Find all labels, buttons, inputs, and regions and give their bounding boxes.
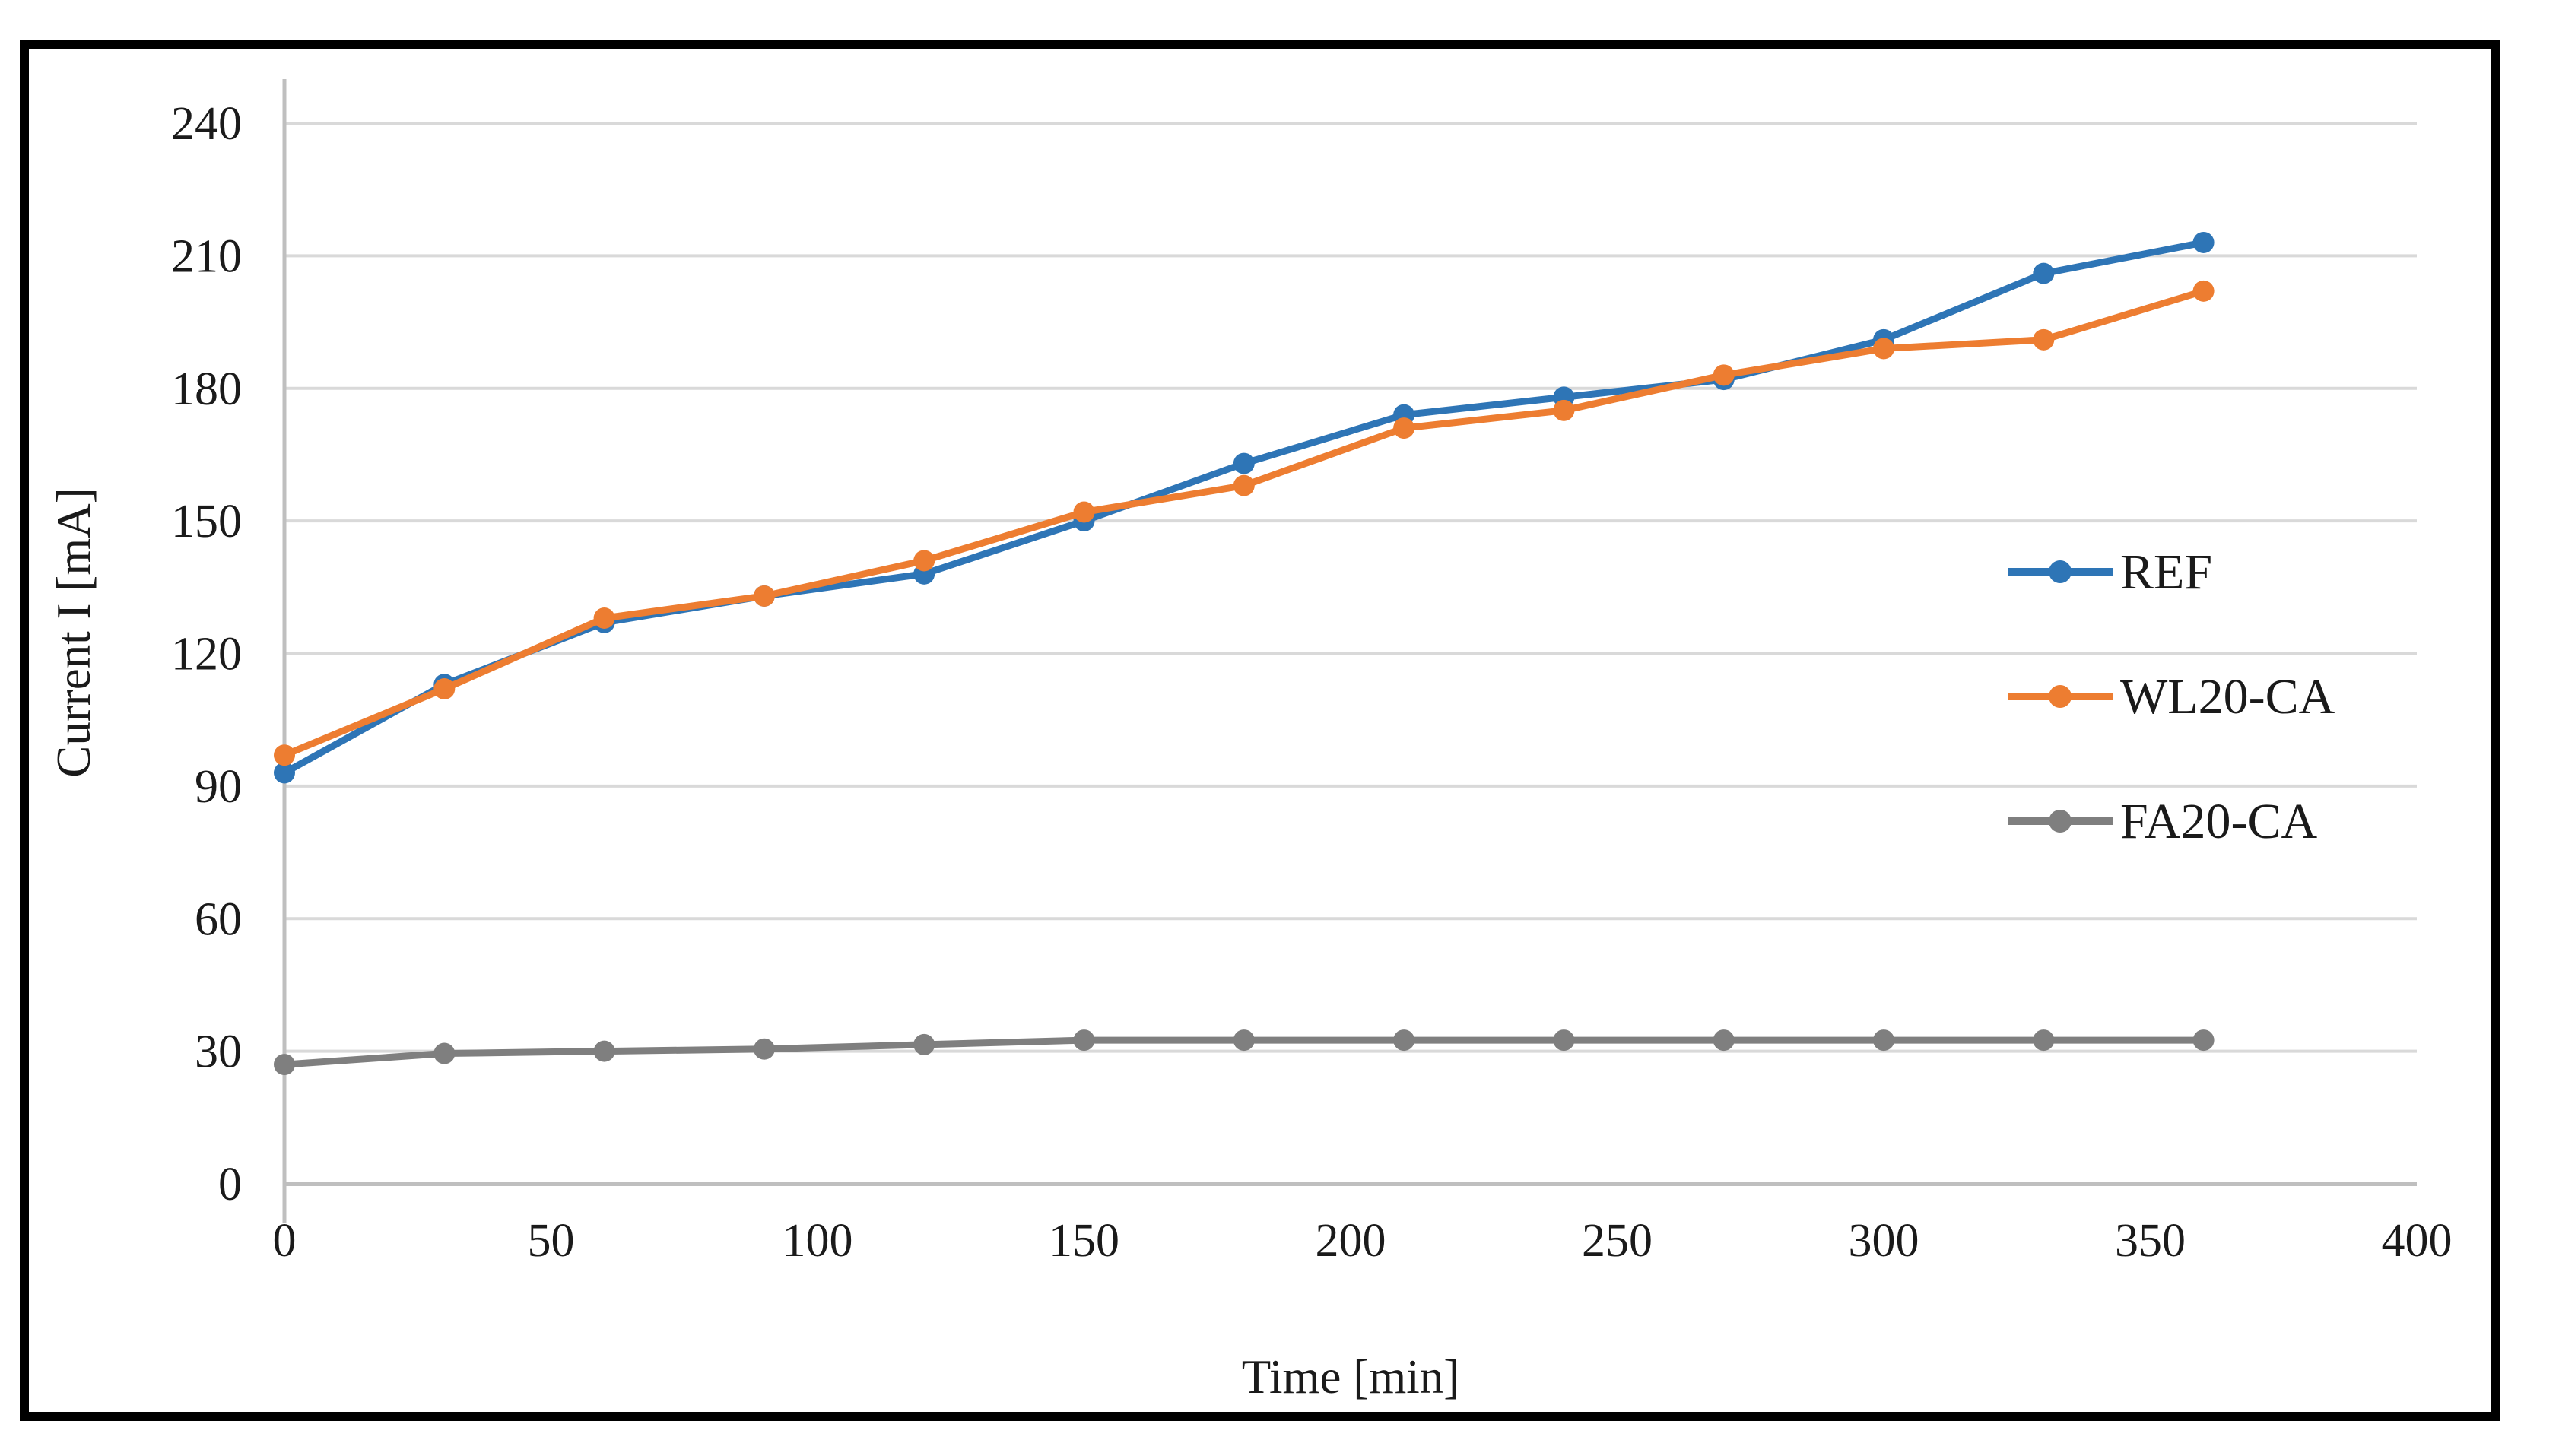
y-tick-label: 180 [171,363,242,415]
data-point [1233,1029,1255,1052]
y-axis-title: Current I [mA] [47,487,100,777]
data-point [1713,364,1735,386]
legend-item-wl20-ca: WL20-CA [2008,669,2335,725]
data-point [274,762,295,784]
y-tick-label: 30 [195,1026,242,1078]
x-tick-label: 0 [273,1215,297,1267]
data-point [753,585,775,607]
data-point [913,1033,935,1055]
x-tick-label: 100 [783,1215,853,1267]
x-tick-label: 50 [528,1215,575,1267]
y-tick-label: 240 [171,98,242,150]
data-point [1873,1029,1894,1052]
data-point [753,1038,775,1060]
x-tick-label: 400 [2382,1215,2453,1267]
y-tick-label: 0 [218,1159,242,1210]
data-point [1713,1029,1735,1052]
data-point [1233,452,1255,474]
data-point [274,744,295,766]
legend-label: FA20-CA [2120,794,2317,849]
data-point [433,678,456,699]
legend-marker-icon [2049,685,2072,708]
data-point [2033,1029,2055,1052]
x-tick-label: 300 [1849,1215,1919,1267]
y-axis-tick-labels: 0 30 60 90 120 150 180 210 240 [171,98,242,1210]
data-point [593,1040,615,1062]
legend-marker-icon [2049,560,2072,583]
x-tick-label: 350 [2115,1215,2186,1267]
y-tick-label: 210 [171,230,242,282]
data-point [1553,399,1575,421]
series-line [281,287,2208,759]
data-point [1873,338,1894,360]
legend-label: REF [2120,544,2212,600]
y-tick-label: 90 [195,761,242,813]
plot-series [274,231,2215,1076]
data-point [433,1042,456,1064]
data-point [2192,231,2215,253]
data-point [593,607,615,629]
data-point [2033,262,2055,284]
y-tick-label: 150 [171,496,242,547]
x-axis-title: Time [min] [1242,1350,1459,1404]
series-line [281,239,2208,776]
x-tick-label: 200 [1316,1215,1386,1267]
data-point [2192,280,2215,302]
data-point [274,1054,295,1076]
x-axis-tick-labels: 0 50 100 150 200 250 300 350 400 [273,1215,2453,1267]
data-point [1073,1029,1095,1052]
series-FA20-CA [274,1029,2215,1076]
series-WL20-CA [274,280,2215,766]
legend-item-ref: REF [2008,544,2212,600]
data-point [1233,474,1255,496]
series-REF [274,231,2215,784]
legend-item-fa20-ca: FA20-CA [2008,794,2317,849]
data-point [1073,501,1095,523]
y-tick-label: 120 [171,629,242,680]
chart-border-frame [20,40,2500,1421]
legend-marker-icon [2049,810,2072,833]
data-point [913,550,935,572]
data-point [1393,1029,1415,1052]
data-point [2033,328,2055,351]
legend-label: WL20-CA [2120,669,2335,725]
legend: REF WL20-CA FA20-CA [2008,544,2335,849]
y-tick-label: 60 [195,893,242,945]
data-point [1553,1029,1575,1052]
axis-lines [282,79,2417,1223]
data-point [1393,417,1415,439]
data-point [2192,1029,2215,1052]
x-tick-label: 250 [1582,1215,1653,1267]
x-tick-label: 150 [1049,1215,1119,1267]
